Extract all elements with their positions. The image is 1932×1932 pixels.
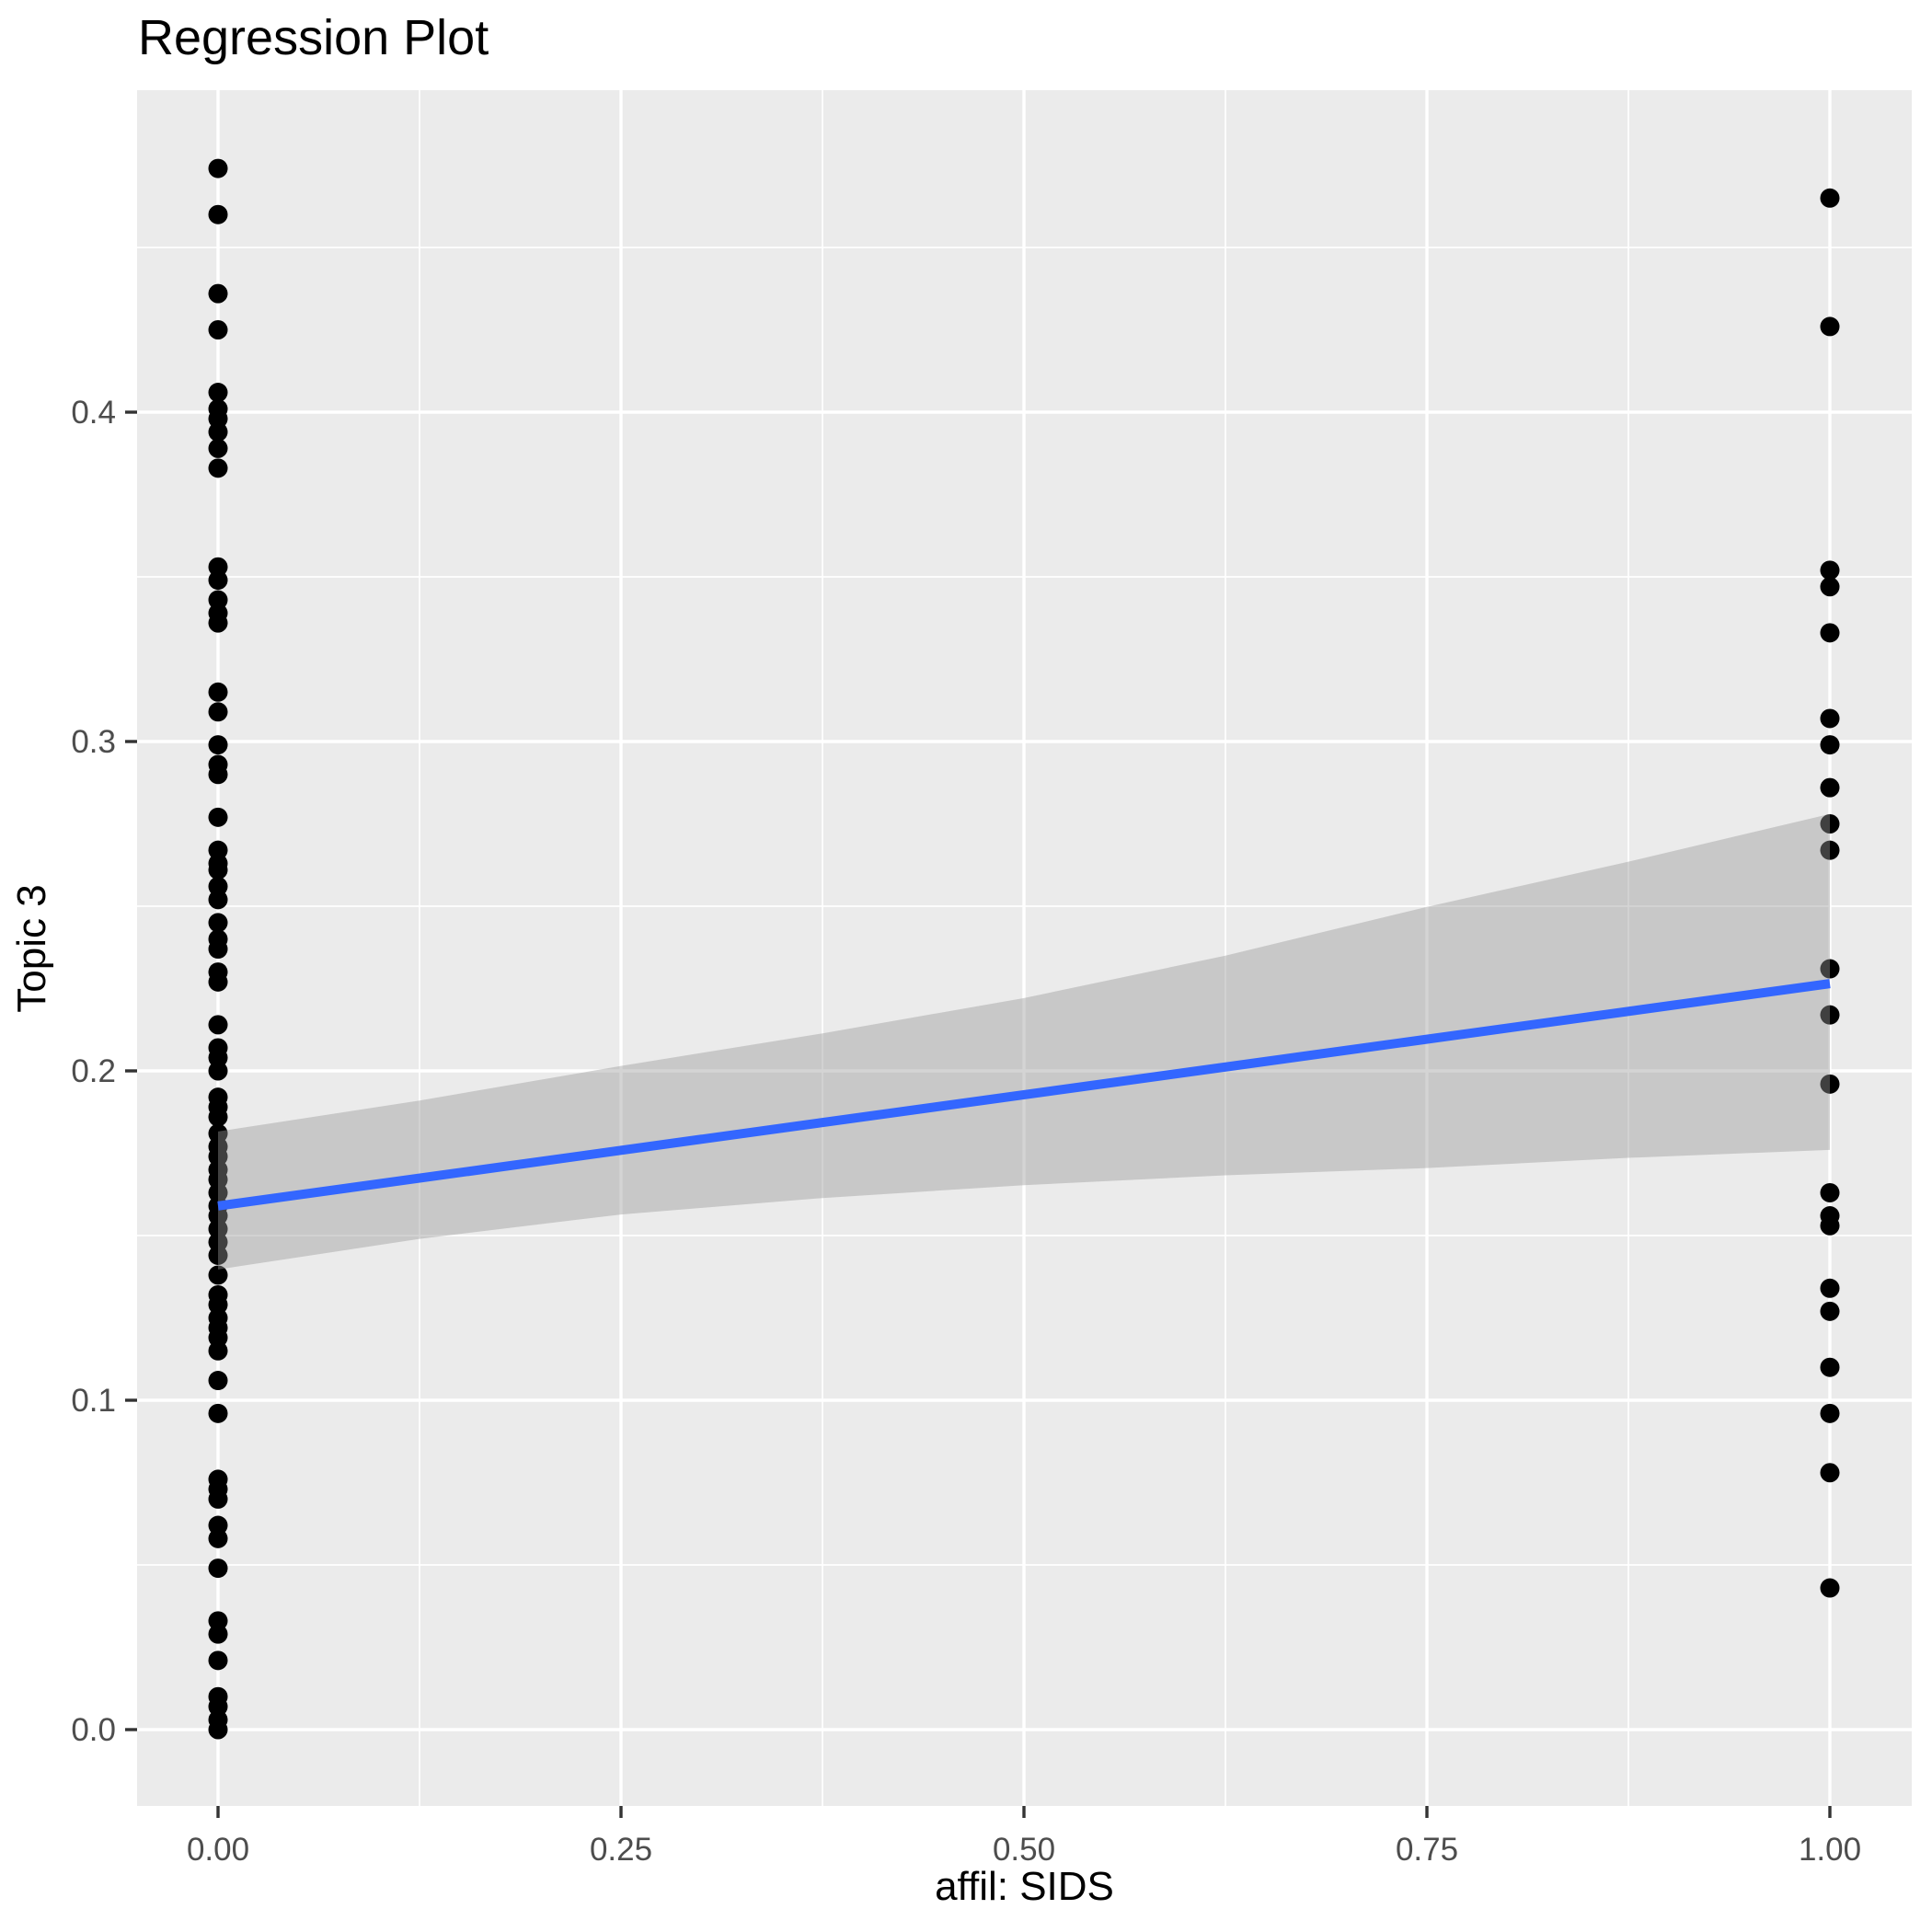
data-point	[208, 735, 228, 755]
y-tick-label: 0.2	[71, 1053, 116, 1089]
data-point	[208, 1340, 228, 1361]
data-point	[208, 1371, 228, 1391]
data-point	[1820, 623, 1840, 643]
data-point	[1820, 1215, 1840, 1236]
data-point	[208, 458, 228, 478]
data-point	[208, 972, 228, 992]
data-point	[208, 807, 228, 827]
data-point	[208, 702, 228, 722]
data-point	[208, 1107, 228, 1127]
data-point	[1820, 560, 1840, 581]
data-point	[208, 1061, 228, 1081]
confidence-band	[218, 813, 1830, 1270]
data-point	[1820, 1463, 1840, 1483]
data-point	[1820, 840, 1840, 860]
data-point	[208, 1489, 228, 1509]
data-point	[208, 913, 228, 933]
data-point	[208, 860, 228, 880]
x-tick-label: 0.25	[590, 1832, 652, 1868]
data-point	[208, 939, 228, 960]
data-point	[208, 1558, 228, 1579]
data-point	[208, 1403, 228, 1423]
data-point	[208, 204, 228, 224]
data-point	[208, 438, 228, 458]
data-point	[208, 1719, 228, 1740]
data-point	[1820, 1278, 1840, 1298]
data-point	[1820, 1074, 1840, 1094]
data-point	[208, 1265, 228, 1285]
data-point	[1820, 1301, 1840, 1321]
data-point	[208, 158, 228, 178]
data-point	[1820, 1357, 1840, 1377]
data-point	[208, 383, 228, 403]
data-point	[208, 320, 228, 339]
data-point	[1820, 316, 1840, 337]
data-point	[208, 283, 228, 304]
data-point	[208, 1015, 228, 1035]
data-point	[1820, 1403, 1840, 1423]
data-point	[208, 765, 228, 785]
data-point	[1820, 814, 1840, 834]
data-point	[1820, 735, 1840, 755]
y-tick-label: 0.0	[71, 1712, 116, 1748]
x-tick-label: 0.00	[187, 1832, 249, 1868]
x-tick-label: 0.75	[1396, 1832, 1458, 1868]
data-point	[1820, 708, 1840, 729]
data-point	[208, 570, 228, 591]
data-point	[1820, 1005, 1840, 1025]
data-point	[1820, 1182, 1840, 1202]
data-point	[1820, 577, 1840, 597]
data-point	[208, 421, 228, 442]
data-point	[208, 1624, 228, 1644]
data-point	[208, 682, 228, 702]
x-tick-label: 0.50	[993, 1832, 1055, 1868]
data-point	[1820, 1578, 1840, 1598]
regression-line	[217, 979, 1831, 1211]
data-point	[208, 613, 228, 633]
data-point	[208, 1528, 228, 1548]
data-point	[208, 890, 228, 910]
data-point	[1820, 777, 1840, 798]
y-tick-label: 0.4	[71, 395, 116, 431]
x-tick-label: 1.00	[1799, 1832, 1861, 1868]
x-axis-title: affil: SIDS	[935, 1864, 1114, 1909]
y-tick-label: 0.1	[71, 1383, 116, 1419]
data-point	[1820, 188, 1840, 208]
y-tick-label: 0.3	[71, 724, 116, 760]
data-point	[208, 1650, 228, 1671]
data-point	[208, 1245, 228, 1265]
data-point	[1820, 959, 1840, 979]
plot-title: Regression Plot	[138, 10, 489, 65]
